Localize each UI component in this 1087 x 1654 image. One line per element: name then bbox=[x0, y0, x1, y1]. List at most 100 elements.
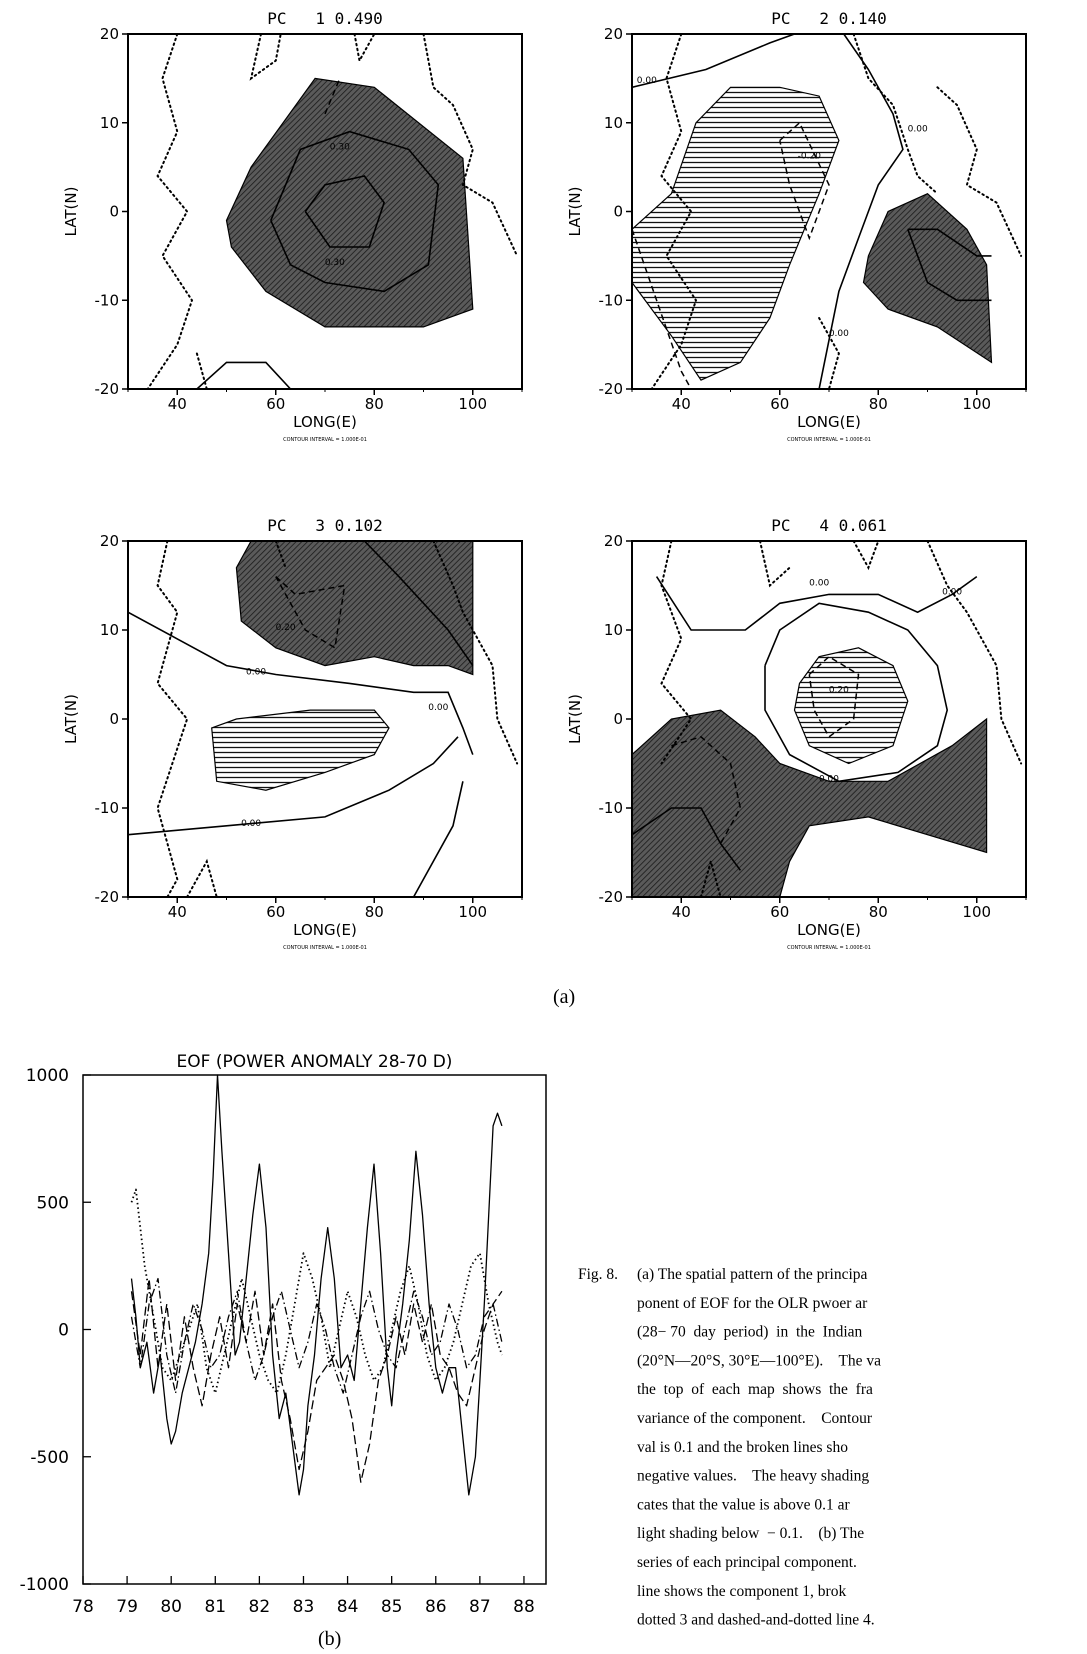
caption-line: light shading below − 0.1. (b) The bbox=[637, 1525, 864, 1542]
x-tick-label: 100 bbox=[962, 395, 991, 413]
x-tick-label: 81 bbox=[204, 1597, 226, 1617]
x-tick-label: 60 bbox=[770, 395, 789, 413]
contour-dashed bbox=[324, 78, 341, 115]
contour-solid bbox=[907, 228, 992, 257]
y-tick-label: 10 bbox=[604, 114, 623, 132]
y-tick-label: 0 bbox=[109, 203, 119, 221]
contour-solid bbox=[655, 575, 978, 631]
caption-line: dotted 3 and dashed-and-dotted line 4. bbox=[637, 1612, 875, 1629]
x-tick-label: 83 bbox=[293, 1597, 315, 1617]
contour-dashed bbox=[779, 121, 830, 241]
x-tick-label: 87 bbox=[469, 1597, 491, 1617]
map-plot-area: 0.00 0.00 0.00 0.20 bbox=[128, 541, 519, 897]
contour-dotted bbox=[249, 34, 282, 81]
contour-dotted bbox=[432, 541, 519, 765]
caption-line: negative values. The heavy shading bbox=[637, 1468, 869, 1485]
caption-line: cates that the value is above 0.1 ar bbox=[637, 1496, 850, 1513]
caption-line: line shows the component 1, brok bbox=[637, 1583, 846, 1600]
map-plot-area: 0.00 0.00 -0.20 0.00 bbox=[632, 34, 1023, 389]
y-tick-label: -500 bbox=[30, 1448, 69, 1468]
dark-shaded-region bbox=[862, 192, 993, 364]
caption-line: the top of each map shows the fra bbox=[637, 1381, 873, 1398]
contour-dotted bbox=[660, 541, 693, 765]
x-tick-label: 80 bbox=[365, 395, 384, 413]
x-tick-label: 85 bbox=[381, 1597, 403, 1617]
series-area bbox=[130, 1074, 503, 1496]
map-title: PC 3 0.102 bbox=[267, 516, 383, 535]
y-tick-label: 0 bbox=[613, 203, 623, 221]
y-axis-label: LAT(N) bbox=[566, 694, 584, 744]
y-tick-label: 0 bbox=[613, 710, 623, 728]
contour-label: 0.00 bbox=[241, 819, 261, 829]
x-tick-label: 60 bbox=[266, 395, 285, 413]
contour-dotted bbox=[759, 541, 791, 588]
x-tick-label: 79 bbox=[116, 1597, 138, 1617]
y-tick-label: 10 bbox=[604, 621, 623, 639]
contour-interval-note: CONTOUR INTERVAL = 1.000E-01 bbox=[787, 945, 871, 951]
contour-dotted bbox=[852, 34, 939, 195]
contour-dotted bbox=[818, 317, 840, 389]
contour-label: 0.00 bbox=[428, 703, 448, 713]
y-axis-label: LAT(N) bbox=[566, 187, 584, 237]
x-tick-label: 60 bbox=[266, 903, 285, 921]
contour-label: 0.00 bbox=[809, 579, 829, 589]
contour-dotted bbox=[353, 34, 376, 64]
x-tick-label: 80 bbox=[160, 1597, 182, 1617]
contour-solid bbox=[764, 602, 949, 783]
x-tick-label: 40 bbox=[672, 395, 691, 413]
y-tick-label: -20 bbox=[95, 380, 120, 398]
caption-line: (20°N—20°S, 30°E—100°E). The va bbox=[637, 1352, 881, 1369]
x-tick-label: 100 bbox=[458, 395, 487, 413]
figure-label: Fig. 8. bbox=[578, 1266, 618, 1283]
contour-label: 0.00 bbox=[942, 587, 962, 597]
contour-dotted bbox=[852, 541, 880, 571]
caption-line: variance of the component. Contour bbox=[637, 1410, 873, 1427]
contour-dashed bbox=[275, 576, 346, 650]
contour-dotted bbox=[422, 34, 519, 257]
plot-title: EOF (POWER ANOMALY 28-70 D) bbox=[177, 1052, 453, 1072]
x-tick-label: 80 bbox=[365, 903, 384, 921]
plot-frame bbox=[82, 1074, 547, 1585]
x-tick-label: 80 bbox=[869, 395, 888, 413]
contour-interval-note: CONTOUR INTERVAL = 1.000E-01 bbox=[787, 437, 871, 443]
x-axis-label: LONG(E) bbox=[293, 413, 357, 431]
x-tick-label: 100 bbox=[962, 903, 991, 921]
contour-solid bbox=[632, 34, 795, 89]
x-tick-label: 84 bbox=[337, 1597, 359, 1617]
contour-label: 0.00 bbox=[637, 76, 657, 86]
x-tick-label: 80 bbox=[869, 903, 888, 921]
y-tick-label: 10 bbox=[100, 114, 119, 132]
y-tick-label: -1000 bbox=[20, 1575, 69, 1595]
contour-solid bbox=[128, 611, 474, 755]
map-title: PC 4 0.061 bbox=[771, 516, 887, 535]
light-shaded-region bbox=[211, 709, 390, 791]
caption-line: ponent of EOF for the OLR pwoer ar bbox=[637, 1295, 868, 1312]
contour-label: 0.20 bbox=[276, 623, 296, 633]
map-title: PC 2 0.140 bbox=[771, 9, 887, 28]
series-line-2 bbox=[130, 1277, 503, 1483]
figure-caption: (a) The spatial pattern of the principa p… bbox=[637, 1266, 881, 1629]
contour-dotted bbox=[195, 352, 208, 389]
contour-label: 0.30 bbox=[330, 142, 350, 152]
contour-label: 0.20 bbox=[829, 685, 849, 695]
y-tick-label: 20 bbox=[100, 25, 119, 43]
contour-solid bbox=[907, 229, 992, 302]
x-axis-label: LONG(E) bbox=[797, 413, 861, 431]
contour-solid bbox=[632, 807, 742, 871]
map-title: PC 1 0.490 bbox=[267, 9, 383, 28]
contour-dashed bbox=[808, 655, 860, 738]
part-b-label: (b) bbox=[318, 1628, 341, 1650]
series-line-3 bbox=[130, 1188, 503, 1394]
y-tick-label: -20 bbox=[599, 380, 624, 398]
series-line-4 bbox=[130, 1277, 503, 1394]
y-axis-label: LAT(N) bbox=[62, 694, 80, 744]
contour-solid bbox=[818, 34, 904, 389]
y-tick-label: -10 bbox=[599, 799, 624, 817]
y-tick-label: 1000 bbox=[26, 1066, 69, 1086]
contour-dashed bbox=[671, 735, 742, 844]
contour-solid bbox=[196, 361, 292, 389]
x-tick-label: 40 bbox=[672, 903, 691, 921]
